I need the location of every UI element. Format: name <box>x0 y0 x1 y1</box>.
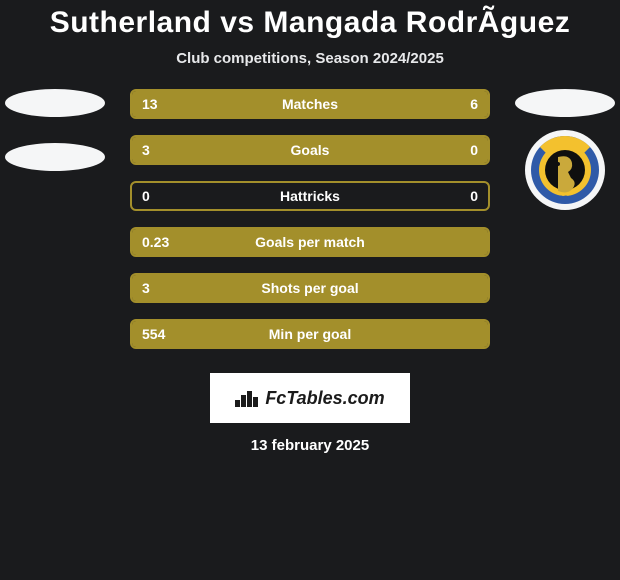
bar-label: Goals per match <box>255 234 365 250</box>
bar-value-right: 0 <box>470 142 478 158</box>
page-title: Sutherland vs Mangada RodrÃ­guez <box>0 0 620 40</box>
bar-label: Goals <box>291 142 330 158</box>
bar-value-left: 3 <box>142 280 150 296</box>
comparison-bars: 13 6 Matches 3 0 Goals 0 0 Hattricks 0.23 Goals pe… <box>130 89 490 349</box>
team-logo-placeholder <box>5 89 105 117</box>
left-team-column <box>0 89 110 171</box>
comparison-card: Sutherland vs Mangada RodrÃ­guez Club co… <box>0 0 620 580</box>
stat-bar: 3 Shots per goal <box>130 273 490 303</box>
subtitle: Club competitions, Season 2024/2025 <box>0 50 620 67</box>
bar-value-left: 0 <box>142 188 150 204</box>
bar-value-left: 0.23 <box>142 234 169 250</box>
svg-text:HCF: HCF <box>556 194 575 204</box>
footer-date: 13 february 2025 <box>0 437 620 454</box>
bar-label: Matches <box>282 96 338 112</box>
stat-bar: 0 0 Hattricks <box>130 181 490 211</box>
bar-value-left: 3 <box>142 142 150 158</box>
stat-bar: 3 0 Goals <box>130 135 490 165</box>
bar-chart-icon <box>235 389 257 407</box>
bar-label: Shots per goal <box>261 280 358 296</box>
brand-label: FcTables.com <box>265 388 384 409</box>
bar-value-right: 0 <box>470 188 478 204</box>
crest-icon: HCF <box>525 130 605 210</box>
bar-label: Hattricks <box>280 188 340 204</box>
bar-value-right: 6 <box>470 96 478 112</box>
stat-bar: 554 Min per goal <box>130 319 490 349</box>
bar-value-left: 554 <box>142 326 165 342</box>
team-logo-placeholder <box>5 143 105 171</box>
body: HCF 13 6 Matches 3 0 Goals 0 0 Hattricks 0.23 Goal… <box>0 89 620 349</box>
right-team-column: HCF <box>510 89 620 210</box>
stat-bar: 13 6 Matches <box>130 89 490 119</box>
team-logo-placeholder <box>515 89 615 117</box>
brand-badge: FcTables.com <box>210 373 410 423</box>
bar-value-left: 13 <box>142 96 158 112</box>
bar-label: Min per goal <box>269 326 351 342</box>
team-crest: HCF <box>525 130 605 210</box>
stat-bar: 0.23 Goals per match <box>130 227 490 257</box>
